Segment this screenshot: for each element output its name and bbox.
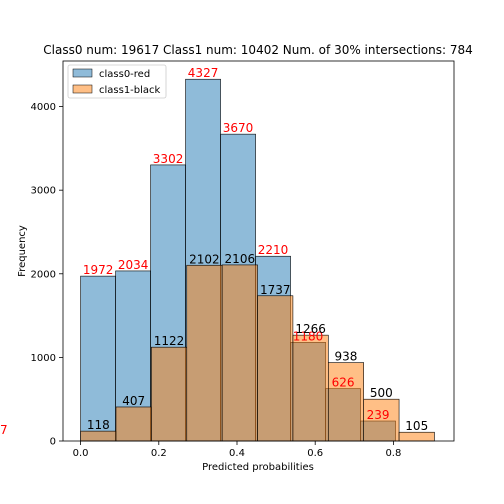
y-tick-label-3: 3000 — [31, 186, 56, 197]
data-label-class1-3: 2102 — [189, 252, 220, 266]
bar-class1-0 — [80, 430, 117, 442]
series-class1-bars — [80, 264, 435, 442]
bar-class1-5 — [257, 295, 294, 442]
data-label-class1-0: 118 — [87, 418, 110, 432]
data-label-class1-5: 1737 — [260, 283, 291, 297]
data-label-class0-6: 1180 — [293, 329, 324, 343]
data-label-class0-0: 1972 — [83, 263, 114, 277]
data-label-class0-8: 239 — [367, 408, 390, 422]
bar-class1-1 — [115, 406, 152, 442]
data-label-class0-7: 626 — [332, 376, 355, 390]
data-label-class1-1: 407 — [122, 394, 145, 408]
bar-class1-3 — [186, 264, 223, 442]
x-tick-label-4: 0.8 — [385, 448, 401, 459]
data-label-class0-3: 4327 — [188, 66, 219, 80]
series-class1-labels: 118 407 1122 2102 2106 1737 1266 938 500 105 — [87, 252, 428, 433]
data-label-class0-9: 57 — [0, 423, 8, 437]
data-label-class1-2: 1122 — [154, 334, 185, 348]
bar-class1-9 — [398, 431, 435, 442]
y-tick-label-2: 2000 — [31, 269, 56, 280]
data-label-class0-1: 2034 — [118, 258, 149, 272]
x-axis-label: Predicted probabilities — [202, 462, 314, 473]
legend-swatch-class0 — [72, 68, 93, 78]
x-tick-label-2: 0.4 — [229, 448, 245, 459]
data-label-class1-9: 105 — [405, 419, 428, 433]
bar-class1-2 — [151, 346, 188, 442]
data-label-class0-2: 3302 — [153, 152, 184, 166]
legend-label-class1: class1-black — [99, 85, 161, 96]
y-tick-label-4: 4000 — [31, 102, 56, 113]
data-label-class1-8: 500 — [370, 386, 393, 400]
x-tick-label-0: 0.0 — [73, 448, 89, 459]
x-tick-label-1: 0.2 — [151, 448, 167, 459]
data-label-class0-4: 3670 — [223, 121, 254, 135]
x-axis: 0.0 0.2 0.4 0.6 0.8 — [73, 441, 401, 459]
bar-class1-6 — [292, 334, 329, 442]
data-label-class1-7: 938 — [335, 350, 358, 364]
legend-frame — [67, 64, 167, 99]
data-label-class0-5: 2210 — [258, 243, 289, 257]
y-axis: 0 1000 2000 3000 4000 — [31, 102, 63, 448]
plot-frame — [62, 60, 455, 442]
series-class0-labels: 1972 2034 3302 4327 3670 2210 1180 626 239 57 — [0, 66, 390, 437]
data-label-class1-4: 2106 — [225, 252, 256, 266]
bar-class0-0 — [80, 275, 116, 442]
y-axis-label: Frequency — [17, 225, 28, 277]
data-label-class1-6: 1266 — [295, 322, 326, 336]
legend-label-class0: class0-red — [99, 69, 150, 80]
legend-swatch-class1 — [72, 84, 93, 94]
legend: class0-red class1-black — [67, 64, 167, 99]
y-tick-label-0: 0 — [50, 437, 56, 448]
x-tick-label-3: 0.6 — [307, 448, 323, 459]
y-tick-label-1: 1000 — [31, 353, 56, 364]
bar-class1-7 — [327, 362, 364, 442]
chart-title: Class0 num: 19617 Class1 num: 10402 Num.… — [43, 43, 473, 57]
bar-class1-4 — [221, 264, 258, 442]
